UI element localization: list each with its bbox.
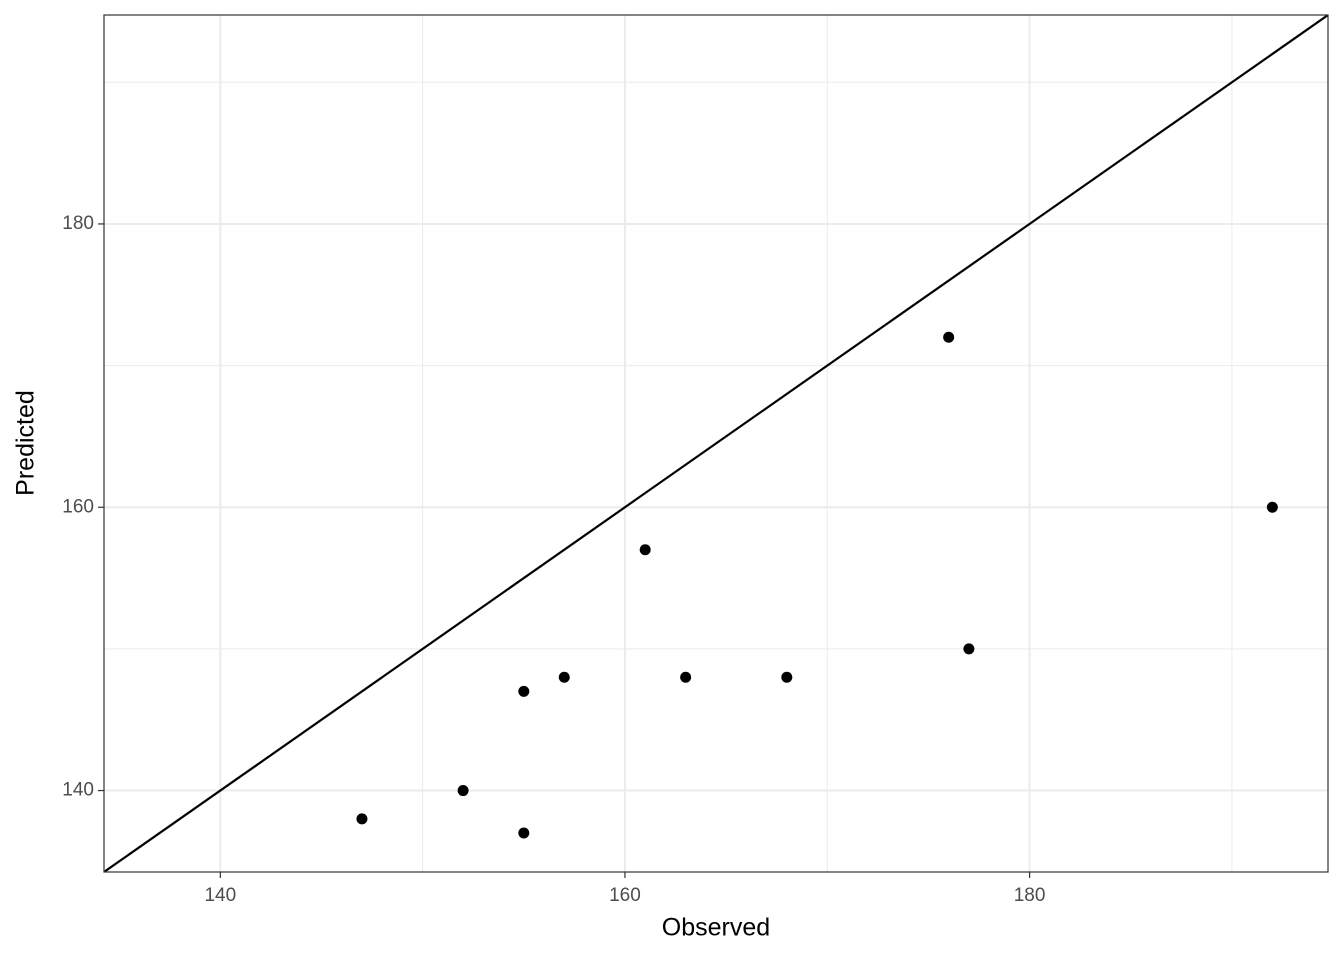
point: [943, 331, 955, 343]
plot-area: [104, 15, 1328, 872]
panel-border: [103, 14, 1329, 873]
x-tick-label: 140: [204, 885, 236, 906]
x-tick-label: 160: [609, 885, 641, 906]
grid: [104, 15, 1328, 872]
point: [518, 827, 530, 839]
point: [558, 671, 570, 683]
point: [457, 785, 469, 797]
y-tick-label: 160: [62, 496, 94, 517]
point: [356, 813, 368, 825]
x-axis-title: Observed: [662, 914, 770, 942]
y-tick-label: 180: [62, 213, 94, 234]
y-tick-label: 140: [62, 780, 94, 801]
point: [518, 685, 530, 697]
point: [781, 671, 793, 683]
point: [963, 643, 975, 655]
point: [639, 544, 651, 556]
y-axis-title: Predicted: [12, 390, 40, 496]
point: [1266, 501, 1278, 513]
reference-line: [104, 15, 1328, 872]
point: [680, 671, 692, 683]
axes: 140 160 180 140 160 180: [62, 213, 1045, 906]
x-tick-label: 180: [1014, 885, 1046, 906]
